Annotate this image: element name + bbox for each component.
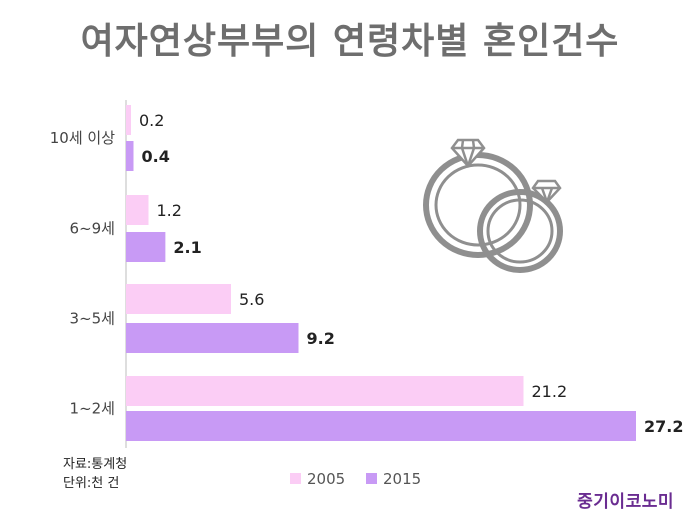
category-label: 3~5세 [70, 310, 115, 328]
bar-2005 [126, 105, 131, 135]
data-label: 5.6 [239, 290, 264, 309]
legend: 2005 2015 [290, 470, 421, 488]
legend-label: 2005 [307, 470, 345, 488]
data-label: 0.2 [139, 111, 164, 130]
source-note: 자료:통계청 단위:천 건 [63, 455, 127, 493]
data-label: 9.2 [307, 329, 335, 348]
bar-2015 [126, 232, 166, 262]
data-label: 27.2 [644, 417, 683, 436]
wedding-rings-icon [423, 138, 563, 273]
legend-swatch [290, 473, 301, 484]
chart-title: 여자연상부부의 연령차별 혼인건수 [80, 21, 620, 62]
bar-2005 [126, 195, 149, 225]
data-label: 21.2 [532, 382, 568, 401]
bar-2005 [126, 284, 231, 314]
unit-label: 단위:천 건 [63, 476, 120, 491]
bar-2015 [126, 323, 299, 353]
category-label: 1~2세 [70, 400, 115, 418]
data-label: 2.1 [173, 238, 201, 257]
category-label: 10세 이상 [50, 129, 115, 147]
bar-2015 [126, 411, 636, 441]
legend-swatch [366, 473, 377, 484]
legend-label: 2015 [383, 470, 421, 488]
bar-2015 [126, 141, 134, 171]
bar-2005 [126, 376, 524, 406]
source-label: 자료:통계청 [63, 457, 128, 472]
data-label: 0.4 [142, 147, 170, 166]
data-label: 1.2 [157, 201, 182, 220]
publisher-logo: 중기이코노미 [577, 492, 674, 512]
category-label: 6~9세 [70, 220, 115, 238]
